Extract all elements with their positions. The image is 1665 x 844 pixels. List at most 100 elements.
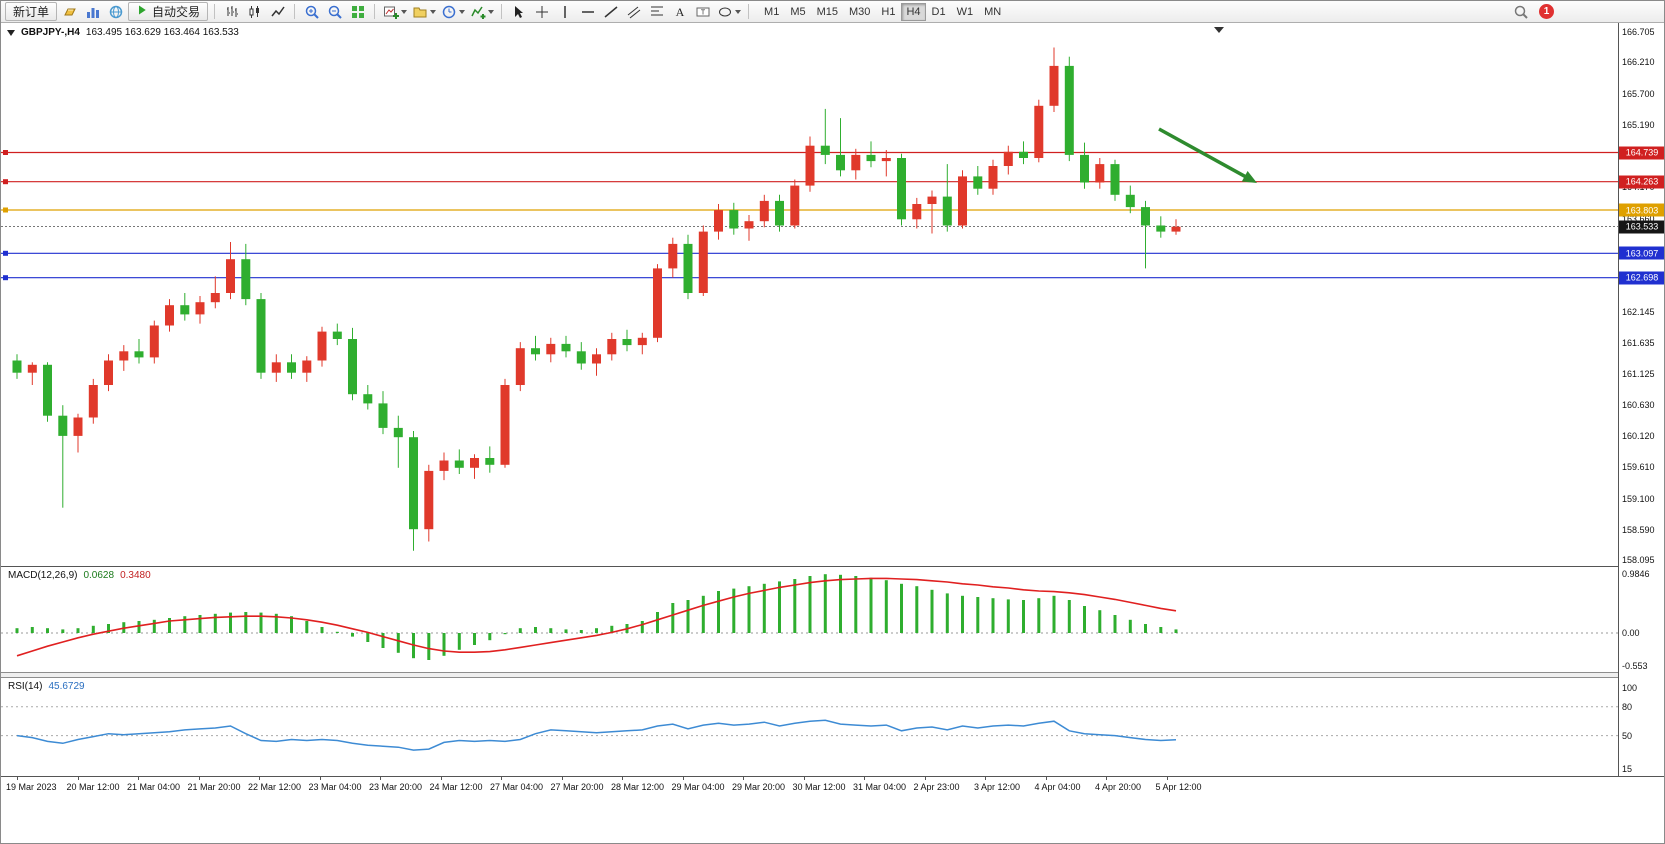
- time-label: 30 Mar 12:00: [792, 782, 846, 792]
- price-tick: 159.100: [1622, 493, 1655, 504]
- macd-signal-value: 0.3480: [120, 570, 151, 581]
- chevron-down-icon: [734, 9, 741, 14]
- zoom-in-icon-button[interactable]: [301, 2, 322, 21]
- rsi-axis-label: 15: [1622, 764, 1633, 775]
- new-order-button[interactable]: 新订单: [5, 2, 58, 21]
- channel-icon: [627, 6, 640, 18]
- price-tick: 162.145: [1622, 306, 1655, 317]
- timeframe-h4-button[interactable]: H4: [901, 2, 926, 21]
- vertical-line-icon-button[interactable]: [554, 2, 575, 21]
- gold-bar-icon-button[interactable]: [59, 2, 80, 21]
- time-axis[interactable]: 19 Mar 2023 20 Mar 12:00 21 Mar 04:00 21 Ma…: [1, 776, 1664, 794]
- time-label: 2 Apr 23:00: [913, 782, 960, 792]
- time-label: 19 Mar 2023: [6, 782, 57, 792]
- indicators-dropdown-button[interactable]: [468, 2, 495, 21]
- timeframe-h1-button[interactable]: H1: [876, 3, 900, 21]
- time-label: 5 Apr 12:00: [1155, 782, 1202, 792]
- time-tick: [1166, 777, 1168, 780]
- timeframe-m15-button[interactable]: M15: [812, 3, 843, 21]
- line-chart-icon-button[interactable]: [267, 2, 288, 21]
- time-tick: [743, 777, 744, 780]
- hline-anchor[interactable]: [3, 207, 8, 213]
- label-icon-button[interactable]: T: [692, 2, 713, 21]
- time-tick: [1045, 777, 1047, 780]
- price-tick: 158.095: [1622, 555, 1655, 566]
- rsi-label: RSI(14) 45.6729: [8, 681, 85, 692]
- price-tick: 159.610: [1622, 462, 1655, 473]
- svg-text:T: T: [700, 9, 705, 16]
- horizontal-line-icon-button[interactable]: [577, 2, 598, 21]
- time-label: 21 Mar 20:00: [187, 782, 241, 792]
- toolbar-separator: [501, 4, 503, 19]
- crosshair-icon: [535, 5, 548, 18]
- clock-icon: [442, 5, 455, 18]
- collapse-triangle-icon[interactable]: [7, 29, 15, 36]
- timeframe-mn-button[interactable]: MN: [979, 3, 1006, 21]
- time-tick: [985, 777, 986, 780]
- crosshair-icon-button[interactable]: [531, 2, 552, 21]
- price-badge-164.739: 164.739: [1619, 146, 1664, 159]
- zoom-in-icon: [305, 5, 319, 19]
- hline-anchor[interactable]: [3, 150, 8, 155]
- gold-bar-icon: [63, 8, 76, 15]
- globe-icon-button[interactable]: [105, 2, 126, 21]
- profiles-dropdown-button[interactable]: [410, 2, 437, 21]
- zoom-out-icon-button[interactable]: [324, 2, 345, 21]
- timeframe-m30-button[interactable]: M30: [844, 3, 875, 21]
- time-tick: [77, 777, 79, 780]
- price-axis[interactable]: 166.705166.210165.700165.190164.170163.6…: [1618, 23, 1664, 776]
- cursor-icon: [514, 5, 523, 18]
- charts-icon-button[interactable]: [82, 2, 103, 21]
- rsi-canvas[interactable]: [1, 678, 1618, 776]
- hline-anchor[interactable]: [3, 250, 8, 256]
- time-label: 23 Mar 20:00: [369, 782, 423, 792]
- folder-icon: [413, 7, 427, 17]
- chart-shift-marker[interactable]: [1214, 27, 1224, 33]
- chart-ohlc: 163.495 163.629 163.464 163.533: [85, 27, 239, 38]
- hline-anchor[interactable]: [3, 179, 8, 185]
- svg-text:A: A: [675, 5, 684, 19]
- chevron-down-icon: [487, 9, 494, 14]
- rsi-axis-label: 50: [1622, 730, 1633, 741]
- time-tick: [682, 777, 684, 780]
- panel-separator[interactable]: [1, 566, 1664, 567]
- fibonacci-icon-button[interactable]: [646, 2, 667, 21]
- time-label: 22 Mar 12:00: [248, 782, 302, 792]
- new-chart-dropdown-button[interactable]: [381, 2, 408, 21]
- timeframe-m1-button[interactable]: M1: [759, 3, 784, 21]
- tile-windows-icon-button[interactable]: [347, 2, 368, 21]
- cursor-icon-button[interactable]: [508, 2, 529, 21]
- channel-icon-button[interactable]: [623, 2, 644, 21]
- macd-canvas[interactable]: [1, 567, 1618, 672]
- main-toolbar: 新订单 自动交易: [1, 1, 1664, 23]
- notification-badge[interactable]: 1: [1539, 4, 1554, 19]
- search-icon-button[interactable]: [1510, 2, 1531, 21]
- chevron-down-icon: [400, 9, 407, 14]
- time-label: 29 Mar 20:00: [732, 782, 786, 792]
- timeframe-m5-button[interactable]: M5: [785, 3, 810, 21]
- shapes-dropdown-button[interactable]: [715, 2, 742, 21]
- toolbar-separator: [374, 4, 376, 19]
- text-icon-button[interactable]: A: [669, 2, 690, 21]
- rsi-axis-label: 80: [1622, 701, 1633, 712]
- timeframe-w1-button[interactable]: W1: [952, 3, 979, 21]
- ohlc-bars-icon-button[interactable]: [221, 2, 242, 21]
- candlesticks-icon-button[interactable]: [244, 2, 265, 21]
- price-badge-162.698: 162.698: [1619, 271, 1664, 285]
- tile-windows-icon: [351, 5, 364, 18]
- auto-trading-button[interactable]: 自动交易: [128, 2, 209, 21]
- price-tick: 165.190: [1622, 119, 1655, 130]
- price-chart-canvas[interactable]: [1, 23, 1618, 566]
- macd-axis-label: 0.9846: [1622, 568, 1650, 579]
- trendline-icon: [604, 5, 618, 18]
- trend-arrow[interactable]: [1158, 127, 1257, 183]
- zoom-out-icon: [328, 5, 342, 19]
- hline-anchor[interactable]: [3, 275, 8, 281]
- time-label: 24 Mar 12:00: [429, 782, 483, 792]
- rsi-value: 45.6729: [48, 681, 85, 692]
- periods-dropdown-button[interactable]: [439, 2, 466, 21]
- trendline-icon-button[interactable]: [600, 2, 621, 21]
- panel-splitter[interactable]: [1, 672, 1664, 678]
- timeframe-d1-button[interactable]: D1: [927, 3, 951, 21]
